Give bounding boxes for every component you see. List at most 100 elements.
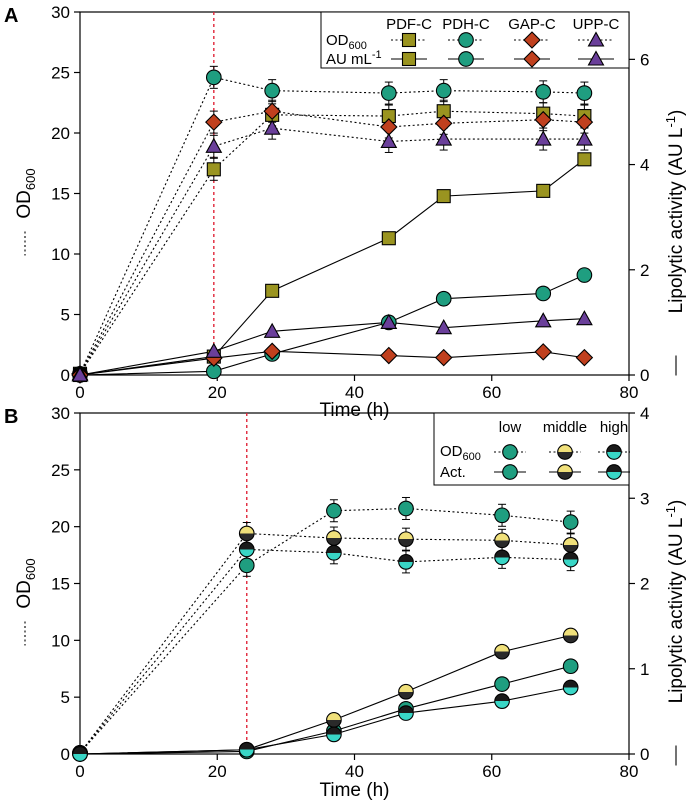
activity-point-gap-c (263, 342, 281, 361)
od-point-high (398, 554, 414, 570)
y-right-axis-label: Lipolytic activity (AU L-1) (663, 500, 687, 704)
y-left-tick-label: 20 (51, 124, 70, 143)
y-left-tick-label: 5 (61, 306, 70, 325)
y-right-axis-label-sup: -1 (663, 506, 678, 518)
panel-label: A (4, 5, 18, 27)
activity-point-pdf-c (577, 152, 592, 167)
od-point-middle (326, 530, 342, 546)
y-right-tick-label: 3 (640, 489, 649, 508)
y-right-axis-label-sup: -1 (663, 116, 678, 128)
legend-od-marker (523, 31, 541, 49)
od-point-high (494, 549, 510, 566)
legend-act-marker (523, 50, 541, 68)
legend-row-od-sub: 600 (463, 451, 481, 463)
x-tick-label: 40 (345, 383, 364, 402)
legend-od-marker (557, 444, 573, 460)
activity-point-high (562, 679, 579, 696)
activity-point-pdh-c (576, 267, 593, 283)
legend-act-marker (606, 464, 622, 480)
y-right-tick-label: 2 (640, 575, 649, 594)
od-point-gap-c (575, 113, 594, 131)
od-point-upp-c (575, 130, 593, 146)
od-point-low (238, 557, 255, 574)
x-tick-label: 20 (208, 762, 227, 781)
legend-entry-low: low (499, 419, 522, 436)
x-tick-label: 20 (208, 383, 227, 402)
activity-point-pdf-c (381, 231, 396, 246)
od-line-gap-c (79, 110, 585, 375)
activity-point-middle (398, 683, 414, 700)
y-left-tick-label: 15 (51, 185, 70, 204)
activity-line-pdf-c (79, 158, 585, 376)
x-tick-label: 60 (482, 383, 501, 402)
activity-point-high (238, 741, 255, 758)
legend-act-marker (502, 464, 518, 480)
activity-line-gap-c (79, 350, 585, 376)
od-point-low (326, 502, 342, 519)
od-line-middle (79, 532, 571, 754)
legend-od-marker (401, 32, 417, 48)
y-left-tick-label: 25 (51, 461, 70, 480)
od-point-upp-c (534, 130, 552, 146)
y-right-axis-label: Lipolytic activity (AU L-1) (663, 110, 687, 314)
activity-point-high (326, 726, 342, 743)
activity-line-upp-c (79, 318, 585, 376)
legend-entry-pdh-c: PDH-C (442, 16, 490, 33)
activity-point-high (72, 746, 88, 762)
y-left-axis-label: OD600 (14, 168, 38, 218)
activity-line-low (79, 665, 571, 755)
od-point-pdf-c (206, 162, 221, 177)
y-left-tick-label: 0 (61, 745, 70, 764)
activity-point-upp-c (435, 319, 453, 335)
od-line-upp-c (79, 127, 585, 375)
y-left-tick-label: 15 (51, 575, 70, 594)
od-point-high (562, 551, 579, 568)
od-point-low (494, 507, 510, 524)
legend-row-od-sub: 600 (349, 40, 367, 52)
activity-point-pdf-c (536, 183, 551, 198)
x-tick-label: 0 (75, 383, 84, 402)
activity-point-pdf-c (436, 189, 451, 204)
legend-od-marker (502, 444, 518, 460)
od-point-upp-c (435, 130, 453, 146)
od-point-gap-c (263, 102, 281, 120)
legend-entry-middle: middle (543, 419, 587, 436)
activity-point-high (494, 693, 510, 709)
od-point-high (238, 541, 255, 558)
legend-row-act: AU mL-1 (326, 49, 382, 68)
activity-point-gap-c (380, 346, 398, 365)
y-right-tick-label: 6 (640, 50, 649, 69)
activity-point-gap-c (534, 343, 552, 361)
y-left-axis-label-sub: 600 (23, 558, 38, 580)
activity-line-pdh-c (79, 274, 585, 376)
activity-point-low (562, 658, 579, 675)
legend-act-marker (458, 51, 474, 67)
od-point-low (398, 500, 414, 517)
x-tick-label: 40 (345, 762, 364, 781)
y-right-tick-label: 1 (640, 660, 649, 679)
x-tick-label: 80 (620, 383, 639, 402)
y-right-tick-label: 0 (640, 366, 649, 385)
legend-entry-high: high (600, 419, 628, 436)
activity-point-upp-c (71, 366, 89, 382)
activity-point-upp-c (575, 310, 593, 326)
od-point-middle (398, 531, 414, 548)
activity-point-pdf-c (265, 283, 280, 298)
activity-point-high (398, 705, 414, 721)
od-line-pdh-c (79, 76, 585, 375)
y-left-tick-label: 20 (51, 518, 70, 537)
y-right-tick-label: 4 (640, 156, 649, 175)
od-point-low (562, 514, 579, 530)
activity-point-upp-c (263, 322, 281, 338)
legend-entry-pdf-c: PDF-C (386, 16, 432, 33)
legend-act-marker (401, 51, 417, 67)
y-left-tick-label: 25 (51, 64, 70, 83)
activity-point-low (494, 676, 510, 692)
od-point-gap-c (205, 113, 223, 131)
od-point-pdh-c (380, 85, 397, 101)
